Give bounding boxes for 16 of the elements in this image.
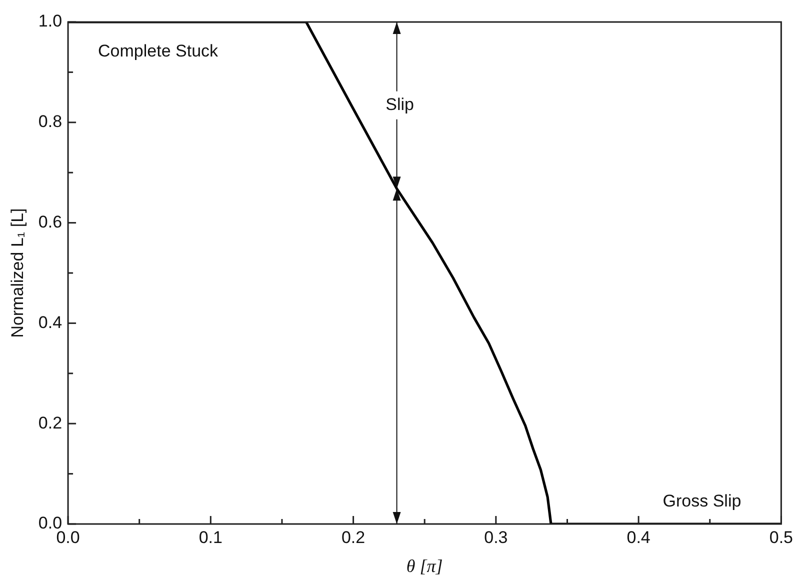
y-tick-label: 0.8 [38, 112, 62, 132]
annotation: Gross Slip [662, 492, 742, 511]
y-tick-label: 0.4 [38, 312, 62, 332]
y-axis-title: Normalized L₁ [L] [8, 208, 27, 338]
y-tick-label: 0.2 [38, 413, 62, 432]
x-tick-label: 0.1 [198, 528, 222, 547]
y-tick-label: 1.0 [38, 12, 62, 31]
annotation: Complete Stuck [98, 42, 219, 61]
x-tick-label: 0.5 [769, 528, 794, 547]
x-tick-label: 0.3 [484, 528, 508, 547]
x-tick-label: 0.4 [626, 528, 650, 547]
annotation: Slip [386, 95, 414, 114]
y-tick-label: 0.6 [38, 212, 62, 232]
x-tick-label: 0.0 [56, 528, 80, 547]
x-axis-title: θ [π] [406, 556, 443, 576]
x-tick-label: 0.2 [341, 528, 366, 547]
